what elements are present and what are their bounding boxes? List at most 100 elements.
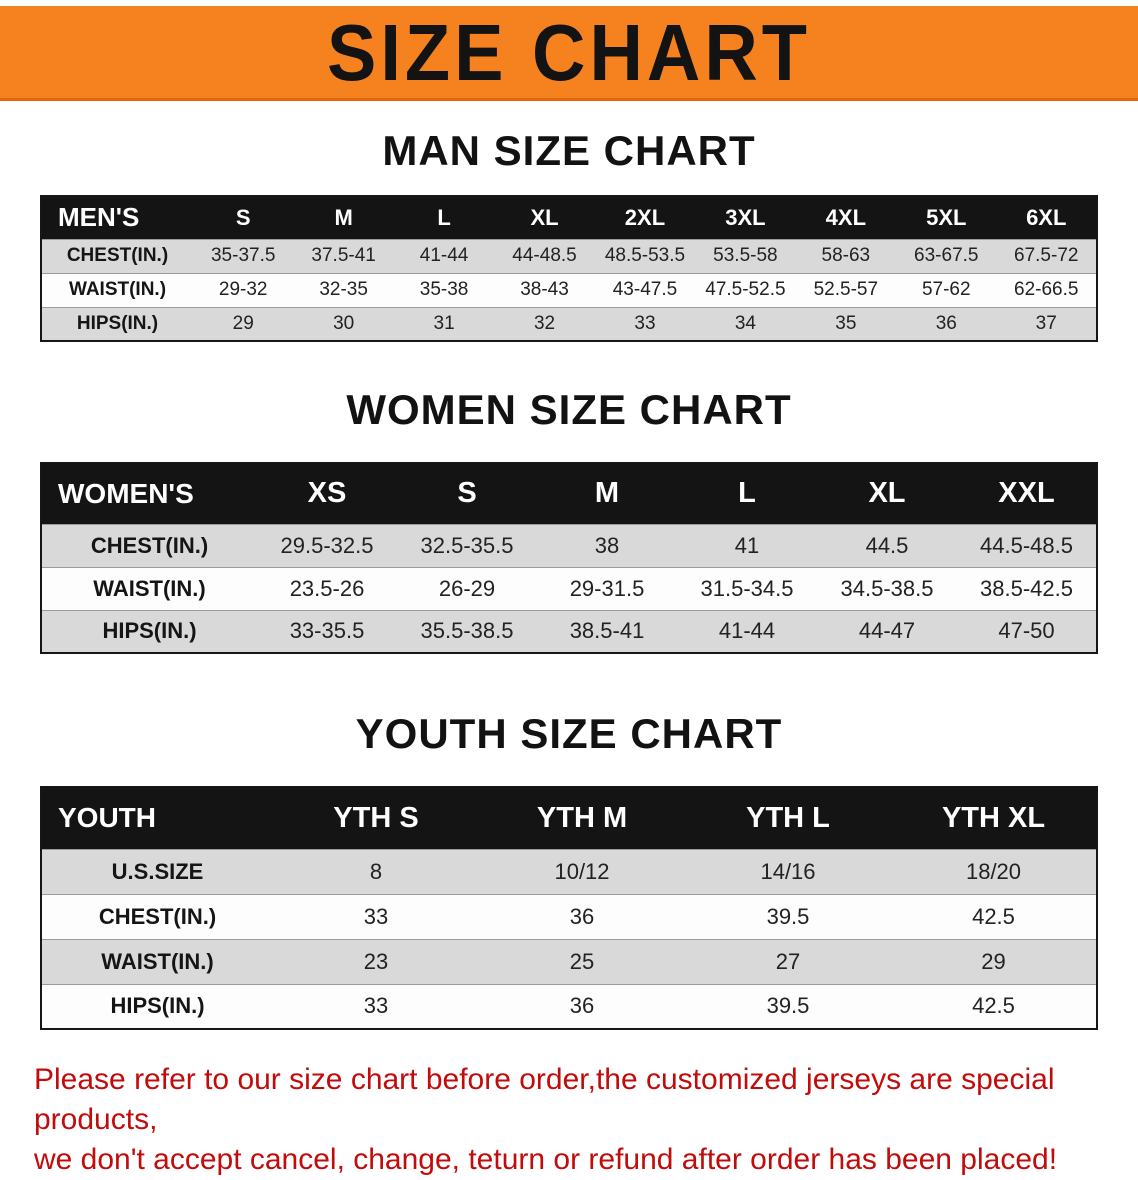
value-cell: 44-48.5: [494, 238, 595, 273]
row-label-cell: CHEST(IN.): [41, 238, 193, 273]
table-row: HIPS(IN.) 33-35.5 35.5-38.5 38.5-41 41-44 44-…: [41, 609, 1097, 653]
row-label-cell: WAIST(IN.): [41, 938, 273, 984]
value-cell: 33: [273, 983, 479, 1029]
value-cell: 44-47: [817, 609, 957, 653]
size-header-cell: XL: [494, 196, 595, 239]
table-row: WAIST(IN.) 23 25 27 29: [41, 938, 1097, 984]
value-cell: 53.5-58: [695, 238, 796, 273]
value-cell: 38.5-42.5: [957, 566, 1097, 610]
youth-size-table: YOUTH YTH S YTH M YTH L YTH XL U.S.SIZE 8 10/12…: [40, 786, 1098, 1030]
value-cell: 52.5-57: [795, 272, 897, 307]
value-cell: 10/12: [479, 848, 685, 894]
size-chart-banner: SIZE CHART: [0, 6, 1138, 101]
size-header-cell: YTH L: [685, 787, 891, 849]
table-row: CHEST(IN.) 29.5-32.5 32.5-35.5 38 41 44.5 44.5…: [41, 523, 1097, 567]
table-row: HIPS(IN.) 29 30 31 32 33 34 35 36 37: [41, 306, 1097, 341]
value-cell: 30: [293, 306, 394, 341]
value-cell: 35-37.5: [193, 238, 294, 273]
value-cell: 32.5-35.5: [397, 523, 537, 567]
women-section-heading: WOMEN SIZE CHART: [346, 386, 792, 433]
value-cell: 35.5-38.5: [397, 609, 537, 653]
youth-section-heading: YOUTH SIZE CHART: [355, 710, 783, 757]
value-cell: 43-47.5: [594, 272, 696, 307]
table-row: WAIST(IN.) 29-32 32-35 35-38 38-43 43-47.5 47.…: [41, 272, 1097, 307]
value-cell: 58-63: [795, 238, 897, 273]
size-header-cell: L: [677, 463, 817, 524]
value-cell: 35-38: [393, 272, 495, 307]
value-cell: 36: [479, 893, 685, 939]
value-cell: 67.5-72: [996, 238, 1097, 273]
row-label-cell: CHEST(IN.): [41, 523, 257, 567]
value-cell: 8: [273, 848, 479, 894]
row-label-cell: U.S.SIZE: [41, 848, 273, 894]
row-label-cell: HIPS(IN.): [41, 609, 257, 653]
row-label-cell: CHEST(IN.): [41, 893, 273, 939]
value-cell: 47-50: [957, 609, 1097, 653]
value-cell: 62-66.5: [996, 272, 1097, 307]
table-row: WAIST(IN.) 23.5-26 26-29 29-31.5 31.5-34.5 34…: [41, 566, 1097, 610]
disclaimer: Please refer to our size chart before or…: [34, 1060, 1118, 1180]
value-cell: 34.5-38.5: [817, 566, 957, 610]
value-cell: 41: [677, 523, 817, 567]
table-title-cell: MEN'S: [41, 196, 193, 239]
table-header-row: WOMEN'S XS S M L XL XXL: [41, 463, 1097, 524]
value-cell: 29: [891, 938, 1097, 984]
size-header-cell: YTH M: [479, 787, 685, 849]
size-header-cell: S: [397, 463, 537, 524]
row-label-cell: WAIST(IN.): [41, 566, 257, 610]
size-header-cell: S: [193, 196, 294, 239]
value-cell: 29-32: [193, 272, 294, 307]
size-header-cell: 2XL: [594, 196, 696, 239]
size-header-cell: XL: [817, 463, 957, 524]
value-cell: 37: [996, 306, 1097, 341]
value-cell: 42.5: [891, 983, 1097, 1029]
value-cell: 14/16: [685, 848, 891, 894]
table-header-row: MEN'S S M L XL 2XL 3XL 4XL 5XL 6XL: [41, 196, 1097, 239]
value-cell: 32-35: [293, 272, 394, 307]
value-cell: 27: [685, 938, 891, 984]
table-header-row: YOUTH YTH S YTH M YTH L YTH XL: [41, 787, 1097, 849]
value-cell: 63-67.5: [896, 238, 997, 273]
value-cell: 57-62: [896, 272, 997, 307]
table-row: U.S.SIZE 8 10/12 14/16 18/20: [41, 848, 1097, 894]
value-cell: 41-44: [677, 609, 817, 653]
table-title-cell: YOUTH: [41, 787, 273, 849]
value-cell: 44.5: [817, 523, 957, 567]
size-header-cell: 3XL: [695, 196, 796, 239]
value-cell: 29.5-32.5: [257, 523, 397, 567]
value-cell: 31.5-34.5: [677, 566, 817, 610]
men-section-heading: MAN SIZE CHART: [382, 127, 756, 174]
value-cell: 32: [494, 306, 595, 341]
page-title: SIZE CHART: [327, 7, 811, 97]
value-cell: 25: [479, 938, 685, 984]
men-size-section: MAN SIZE CHART MEN'S S M L XL 2XL 3XL 4XL 5XL 6XL…: [0, 127, 1138, 342]
youth-size-section: YOUTH SIZE CHART YOUTH YTH S YTH M YTH L YTH…: [0, 710, 1138, 1030]
value-cell: 47.5-52.5: [695, 272, 796, 307]
value-cell: 39.5: [685, 983, 891, 1029]
value-cell: 44.5-48.5: [957, 523, 1097, 567]
table-title-cell: WOMEN'S: [41, 463, 257, 524]
disclaimer-line-2: we don't accept cancel, change, teturn o…: [34, 1142, 1058, 1176]
disclaimer-line-1: Please refer to our size chart before or…: [34, 1063, 1055, 1136]
value-cell: 38.5-41: [537, 609, 677, 653]
size-chart-page: SIZE CHART MAN SIZE CHART MEN'S S M L XL 2XL 3…: [0, 6, 1138, 1180]
value-cell: 33: [273, 893, 479, 939]
size-header-cell: M: [293, 196, 394, 239]
row-label-cell: WAIST(IN.): [41, 272, 193, 307]
value-cell: 48.5-53.5: [594, 238, 696, 273]
size-header-cell: YTH S: [273, 787, 479, 849]
value-cell: 26-29: [397, 566, 537, 610]
value-cell: 33: [594, 306, 696, 341]
size-header-cell: 4XL: [795, 196, 897, 239]
size-header-cell: M: [537, 463, 677, 524]
value-cell: 36: [896, 306, 997, 341]
size-header-cell: L: [393, 196, 495, 239]
value-cell: 29: [193, 306, 294, 341]
size-header-cell: XXL: [957, 463, 1097, 524]
size-header-cell: 5XL: [896, 196, 997, 239]
value-cell: 23.5-26: [257, 566, 397, 610]
value-cell: 23: [273, 938, 479, 984]
value-cell: 38: [537, 523, 677, 567]
value-cell: 18/20: [891, 848, 1097, 894]
value-cell: 41-44: [393, 238, 495, 273]
